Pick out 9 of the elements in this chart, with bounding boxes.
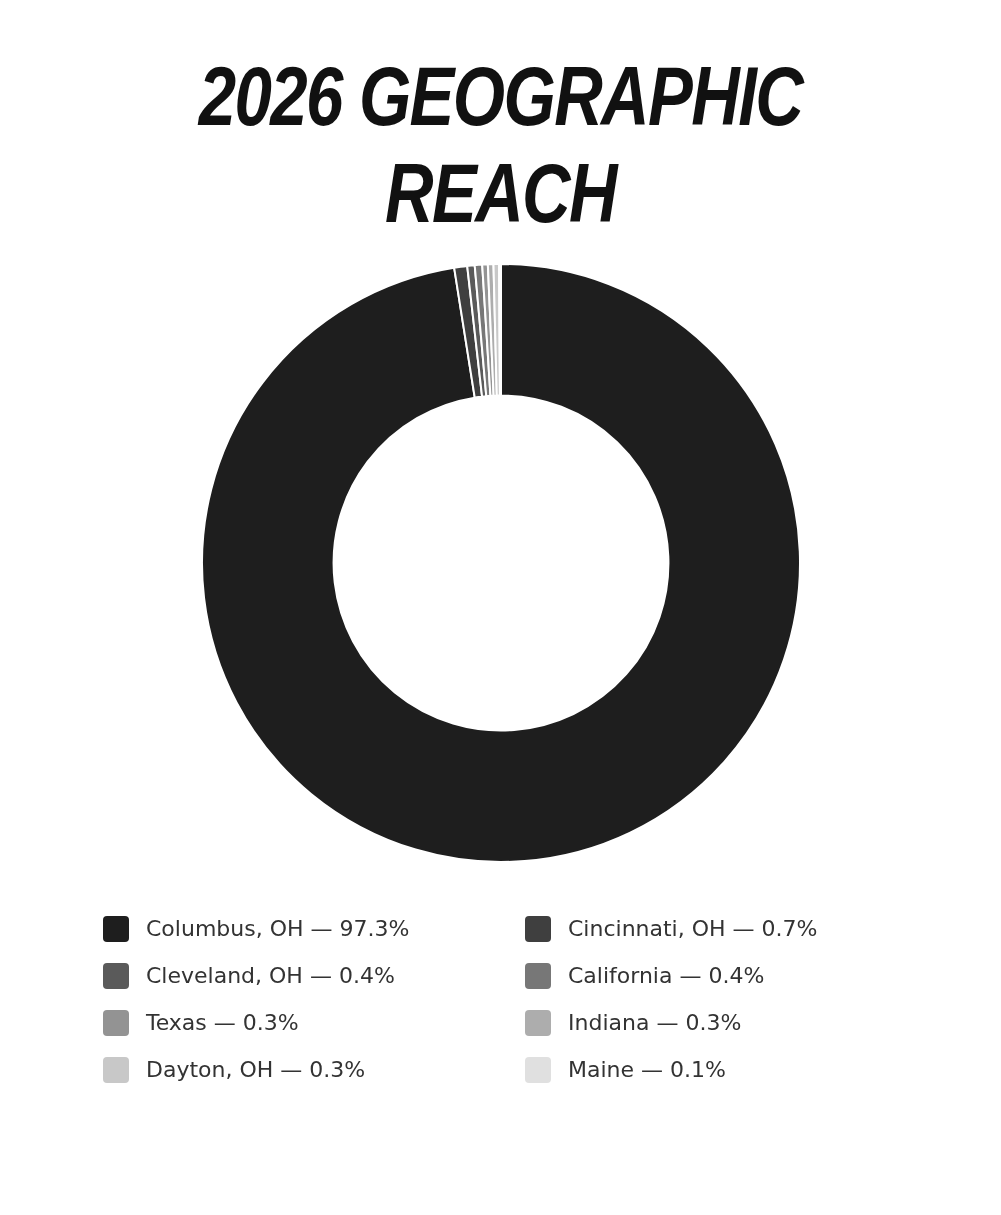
legend-label: Cleveland, OH — 0.4% bbox=[146, 963, 395, 988]
legend-label: Columbus, OH — 97.3% bbox=[146, 916, 410, 941]
legend-label: California — 0.4% bbox=[568, 963, 765, 988]
legend-label: Dayton, OH — 0.3% bbox=[146, 1057, 366, 1082]
legend-label: Texas — 0.3% bbox=[146, 1010, 299, 1035]
legend-label: Cincinnati, OH — 0.7% bbox=[568, 916, 818, 941]
chart-title: 2026 GEOGRAPHIC REACH bbox=[196, 48, 805, 242]
legend-label: Indiana — 0.3% bbox=[568, 1010, 742, 1035]
legend-label: Maine — 0.1% bbox=[568, 1057, 726, 1082]
